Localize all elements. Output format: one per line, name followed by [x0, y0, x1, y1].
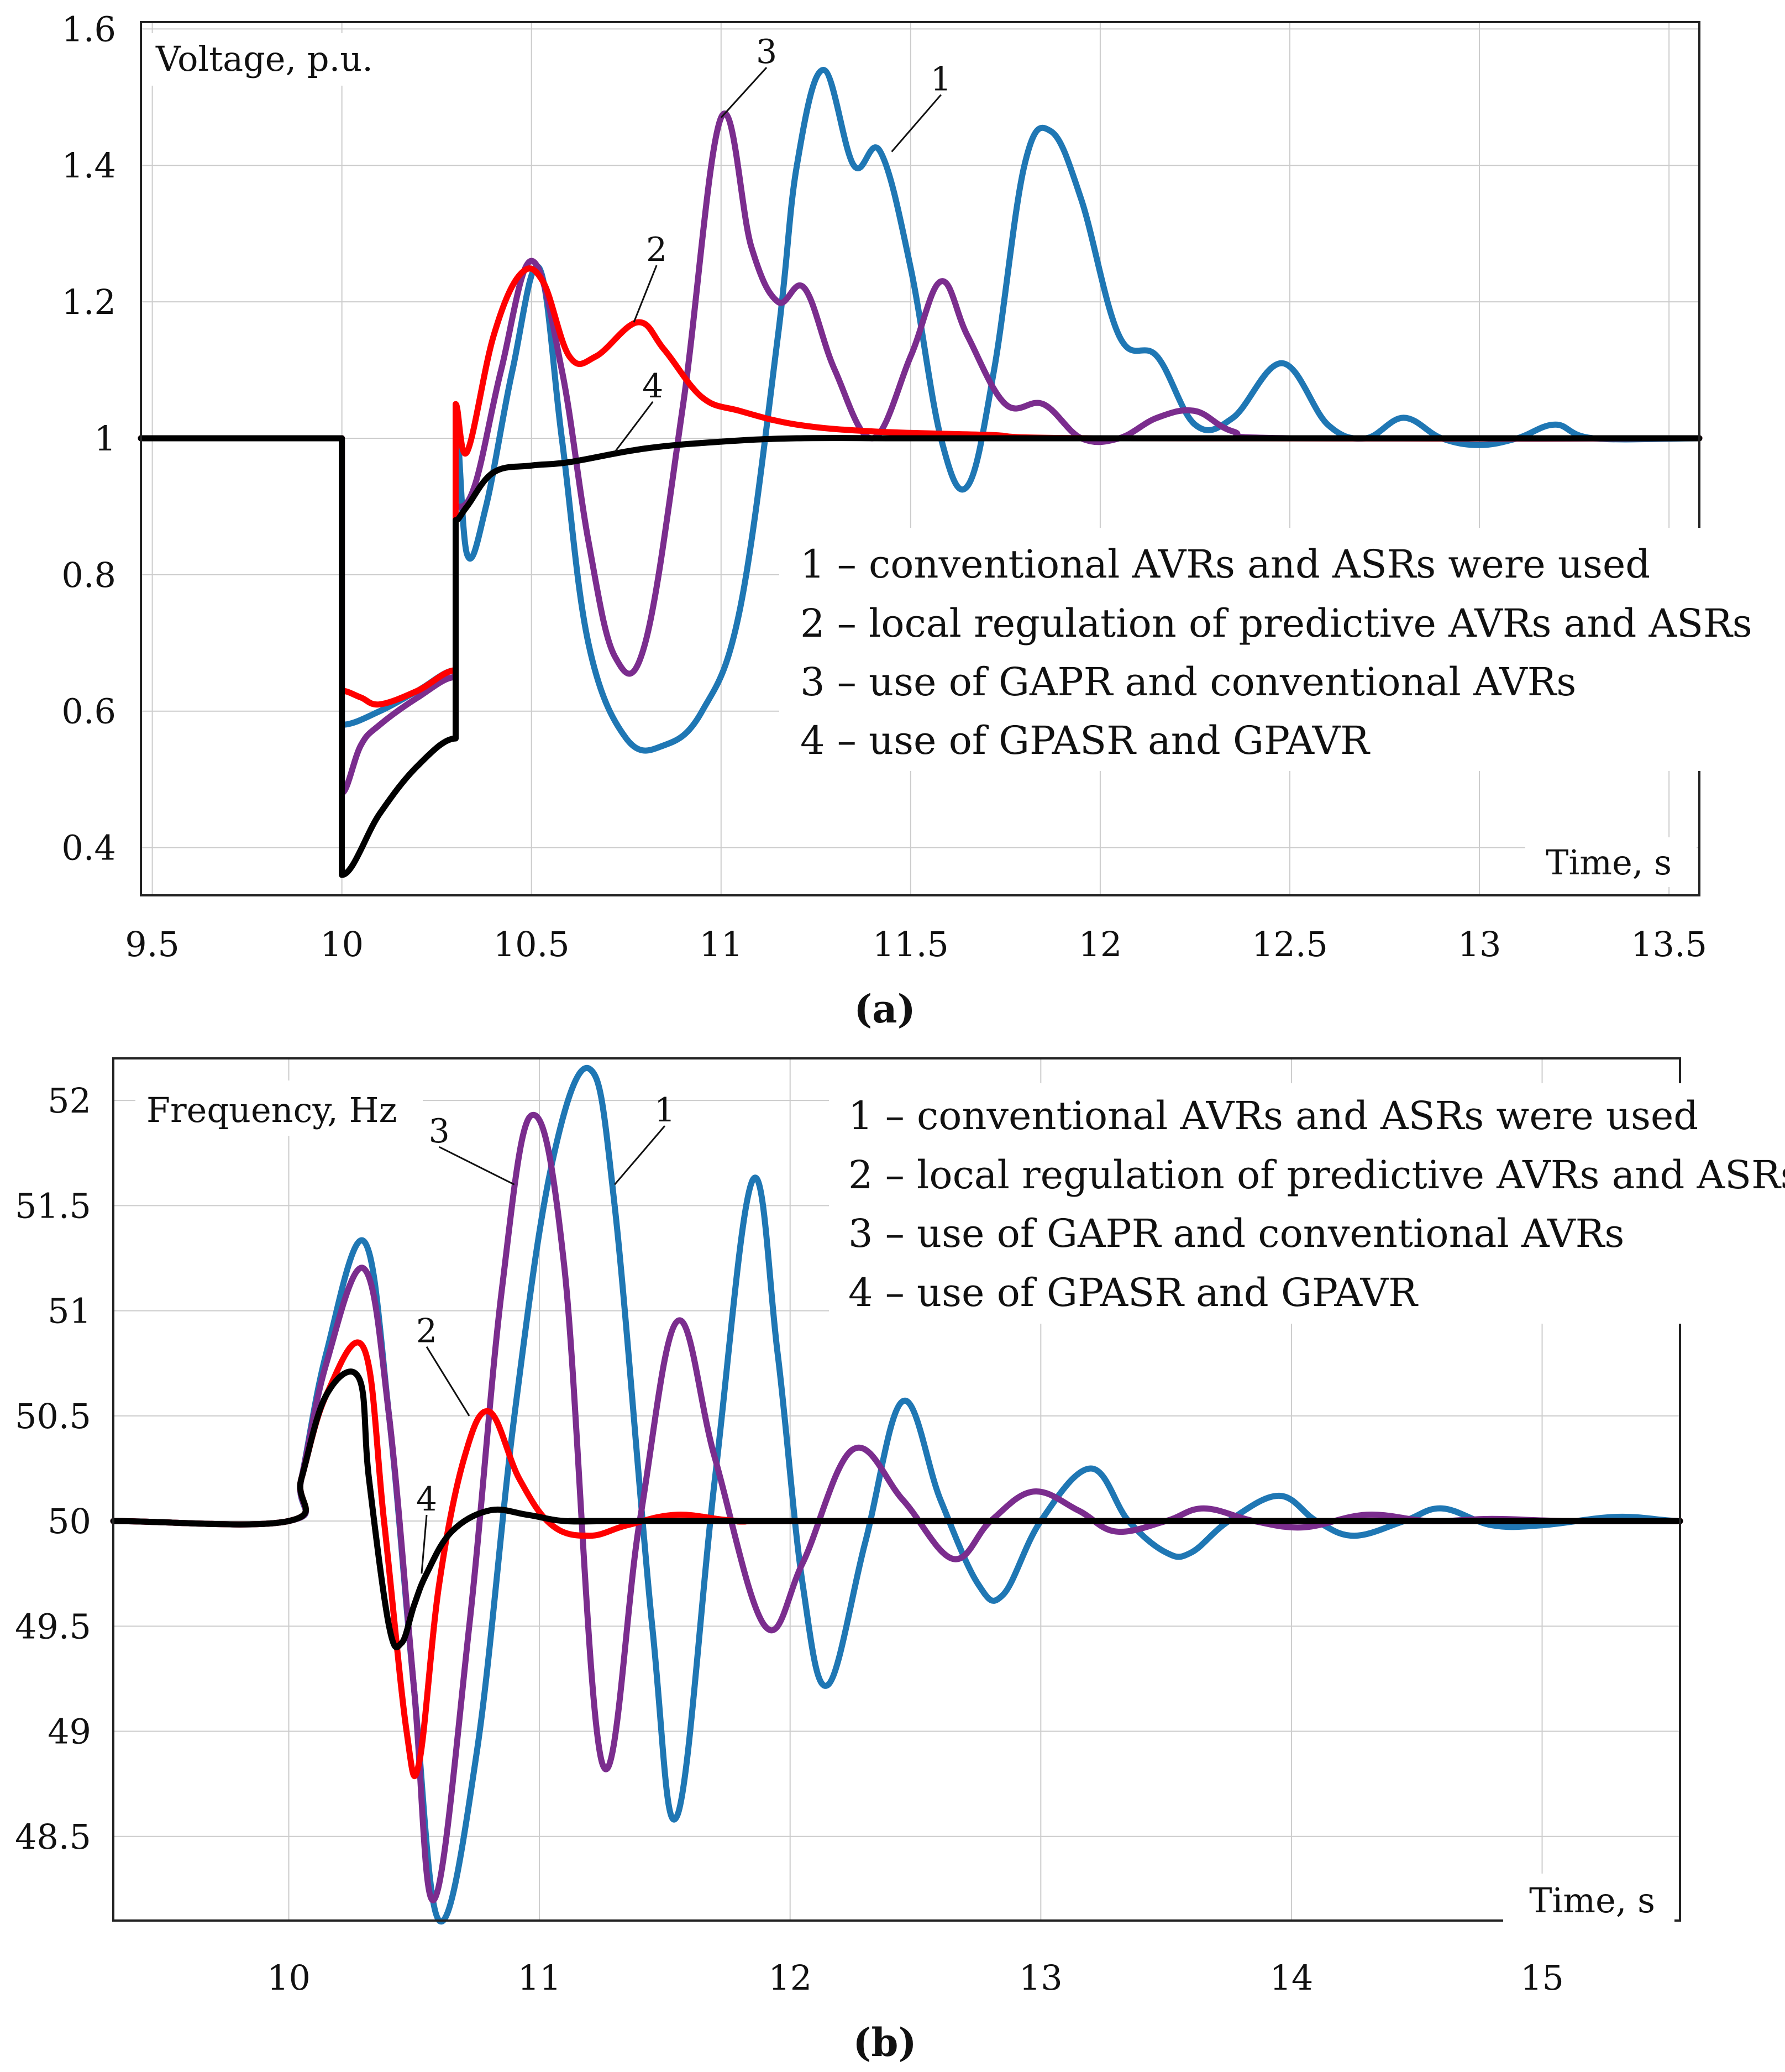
voltage-curve-label-3: 3 [756, 33, 777, 71]
frequency-legend-entry-4: 4 – use of GPASR and GPAVR [848, 1270, 1419, 1315]
voltage-curve-label-leader [633, 265, 658, 323]
voltage-x-tick-label: 13.5 [1631, 924, 1707, 964]
frequency-plot-frame [112, 1057, 1681, 1922]
voltage-y-ticks: 0.4 0.6 0.8 1 1.2 1.4 1.6 [61, 9, 116, 868]
frequency-y-tick-label: 51 [48, 1291, 91, 1331]
frequency-xlabel: Time, s [1529, 1880, 1655, 1921]
frequency-curve-label-3: 3 [429, 1112, 450, 1151]
frequency-x-tick-label: 15 [1520, 1958, 1564, 1998]
voltage-x-tick-label: 13 [1458, 924, 1502, 964]
voltage-ylabel: Voltage, p.u. [155, 39, 373, 79]
frequency-y-ticks: 48.5 49 49.5 50 50.5 51 51.5 52 [15, 1080, 91, 1857]
voltage-x-tick-label: 10.5 [494, 924, 570, 964]
frequency-curve-label-2: 2 [416, 1312, 437, 1351]
voltage-curve-label-leader [720, 67, 768, 118]
frequency-ylabel: Frequency, Hz [146, 1090, 397, 1130]
frequency-series-4-line [110, 1368, 1683, 1650]
voltage-y-tick-label: 0.6 [61, 691, 116, 732]
frequency-legend: 1 – conventional AVRs and ASRs were used… [829, 1083, 1785, 1324]
voltage-caption: (a) [854, 986, 916, 1032]
frequency-x-tick-label: 14 [1269, 1958, 1313, 1998]
frequency-x-tick-label: 10 [267, 1958, 311, 1998]
frequency-ylabel-bg [135, 1080, 423, 1136]
voltage-legend-entry-2: 2 – local regulation of predictive AVRs … [800, 601, 1752, 646]
voltage-curve-label-leader [891, 94, 942, 153]
frequency-legend-entry-1: 1 – conventional AVRs and ASRs were used [848, 1093, 1698, 1139]
frequency-y-tick-label: 50 [48, 1501, 91, 1541]
voltage-series [138, 66, 1703, 878]
voltage-ylabel-bg [149, 33, 401, 86]
frequency-y-tick-label: 49 [48, 1712, 91, 1752]
voltage-plot-frame [140, 21, 1700, 896]
voltage-x-tick-label: 11 [699, 924, 743, 964]
frequency-xlabel-bg [1503, 1874, 1674, 1923]
voltage-legend: 1 – conventional AVRs and ASRs were used… [779, 528, 1752, 771]
frequency-x-ticks: 10 11 12 13 14 15 [267, 1958, 1564, 1998]
voltage-curve-label-2: 2 [646, 230, 667, 269]
voltage-legend-box [779, 528, 1729, 771]
voltage-curve-labels: 1 2 3 4 [614, 33, 952, 453]
voltage-y-tick-label: 0.4 [61, 828, 116, 868]
frequency-legend-entry-3: 3 – use of GAPR and conventional AVRs [848, 1211, 1624, 1256]
frequency-curve-label-leader [439, 1146, 515, 1186]
voltage-y-tick-label: 1.2 [61, 282, 116, 322]
frequency-series-3-line [110, 1111, 1683, 1903]
voltage-series-4-line [138, 435, 1703, 878]
voltage-xlabel: Time, s [1546, 842, 1672, 883]
voltage-curve-label-1: 1 [931, 60, 952, 98]
frequency-curve-label-leader [421, 1514, 428, 1574]
voltage-legend-entry-1: 1 – conventional AVRs and ASRs were used [800, 542, 1650, 587]
frequency-curve-label-leader [614, 1125, 666, 1186]
frequency-x-tick-label: 12 [768, 1958, 812, 1998]
voltage-legend-entry-4: 4 – use of GPASR and GPAVR [800, 718, 1371, 763]
frequency-series [110, 1064, 1683, 1925]
voltage-y-tick-label: 1.6 [61, 9, 116, 49]
voltage-curve-label-4: 4 [642, 367, 663, 406]
voltage-y-tick-label: 1.4 [61, 145, 116, 186]
frequency-y-tick-label: 48.5 [15, 1817, 91, 1857]
voltage-x-tick-label: 10 [320, 924, 364, 964]
frequency-curve-label-1: 1 [654, 1091, 675, 1130]
frequency-y-tick-label: 51.5 [15, 1186, 91, 1226]
voltage-chart-panel: 0.40.60.811.21.41.6 9.5 10 10.5 11 11.5 12 12.… [61, 9, 1752, 1032]
frequency-legend-entry-2: 2 – local regulation of predictive AVRs … [848, 1152, 1785, 1198]
frequency-curve-labels: 1 2 3 4 [416, 1091, 675, 1574]
frequency-y-tick-label: 52 [48, 1080, 91, 1121]
voltage-x-tick-label: 11.5 [873, 924, 949, 964]
voltage-curve-label-leader [614, 401, 654, 453]
voltage-x-tick-label: 12.5 [1252, 924, 1328, 964]
frequency-x-tick-label: 13 [1019, 1958, 1063, 1998]
voltage-xlabel-bg [1525, 837, 1697, 887]
voltage-y-tick-label: 1 [95, 418, 116, 459]
frequency-y-tick-label: 49.5 [15, 1606, 91, 1646]
voltage-x-tick-label: 12 [1078, 924, 1122, 964]
frequency-caption: (b) [853, 2019, 916, 2065]
frequency-y-tick-label: 50.5 [15, 1396, 91, 1436]
frequency-legend-box [829, 1083, 1785, 1324]
frequency-curve-label-4: 4 [416, 1480, 437, 1519]
voltage-series-1-line [138, 66, 1703, 754]
voltage-legend-entry-3: 3 – use of GAPR and conventional AVRs [800, 659, 1576, 705]
frequency-x-tick-label: 11 [518, 1958, 561, 1998]
frequency-curve-label-leader [426, 1346, 470, 1417]
voltage-x-ticks: 9.5 10 10.5 11 11.5 12 12.5 13 13.5 [125, 924, 1707, 964]
voltage-y-tick-label: 0.8 [61, 555, 116, 595]
voltage-x-tick-label: 9.5 [125, 924, 180, 964]
